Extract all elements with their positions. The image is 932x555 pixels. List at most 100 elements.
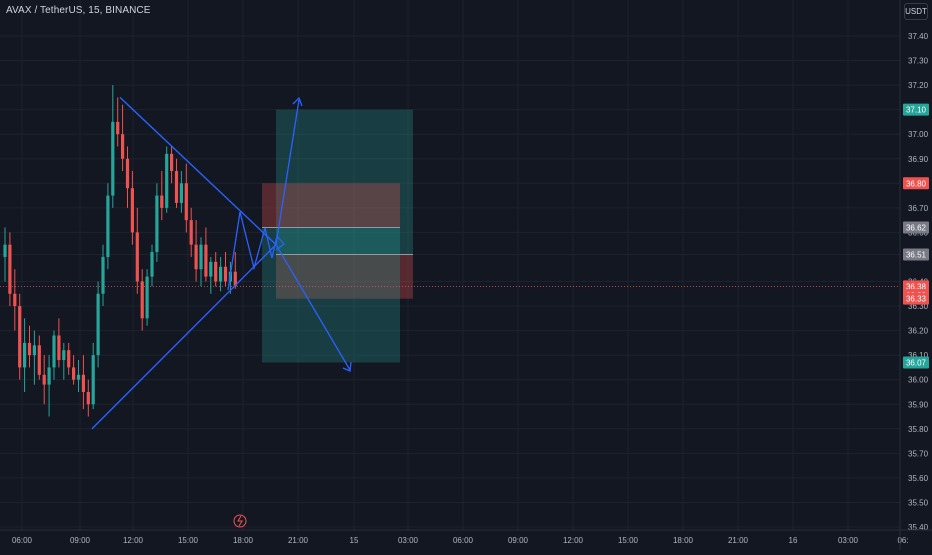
candle-body[interactable] [72, 367, 76, 380]
candle-body[interactable] [135, 232, 139, 282]
price-label-text: 36.51 [906, 250, 927, 259]
y-axis-tick-label: 35.70 [908, 449, 929, 458]
x-axis-tick-label: 06:00 [453, 536, 474, 545]
candle-body[interactable] [155, 195, 159, 253]
x-axis-tick-label: 03:00 [398, 536, 419, 545]
y-axis-tick-label: 37.20 [908, 81, 929, 90]
price-label-target [903, 356, 929, 369]
price-label-entry [903, 248, 929, 261]
candle-body[interactable] [219, 266, 223, 282]
candle-body[interactable] [209, 261, 213, 277]
candle-body[interactable] [62, 350, 66, 361]
x-axis-tick-label: 21:00 [728, 536, 749, 545]
candle-body[interactable] [13, 293, 17, 307]
candle-body[interactable] [106, 195, 110, 257]
candle-body[interactable] [174, 171, 179, 203]
y-axis-tick-label: 35.50 [908, 498, 929, 507]
candle-body[interactable] [233, 271, 237, 287]
candle-body[interactable] [32, 345, 36, 356]
currency-button[interactable]: USDT [904, 3, 928, 20]
candle-body[interactable] [91, 355, 95, 405]
candle-body[interactable] [214, 261, 218, 282]
x-axis-tick-label: 03:00 [838, 536, 859, 545]
y-axis-tick-label: 37.40 [908, 32, 929, 41]
candle-body[interactable] [199, 244, 203, 270]
short-target-zone[interactable] [262, 227, 400, 363]
arrowhead-up [292, 96, 303, 107]
x-axis-tick-label: 18:00 [673, 536, 694, 545]
breakout-up-arrow[interactable] [275, 99, 300, 245]
candle-body[interactable] [189, 220, 193, 245]
price-label-text: 36.33 [906, 295, 927, 304]
zigzag-path[interactable] [227, 211, 285, 291]
candle-body[interactable] [125, 158, 130, 189]
candle-body[interactable] [52, 335, 56, 368]
candle-body[interactable] [37, 345, 41, 375]
x-axis-tick-label: 06: [897, 536, 908, 545]
candle-body[interactable] [96, 293, 100, 356]
candle-body[interactable] [3, 244, 7, 257]
x-axis-tick-label: 09:00 [70, 536, 91, 545]
candle-body[interactable] [47, 367, 51, 385]
breakdown-down-arrow[interactable] [275, 244, 351, 371]
candle-body[interactable] [130, 188, 134, 233]
candle-body[interactable] [170, 153, 174, 172]
x-axis-tick-label: 09:00 [508, 536, 529, 545]
candle-body[interactable] [121, 134, 125, 159]
candle-body[interactable] [67, 350, 71, 368]
candle-body[interactable] [57, 335, 61, 361]
y-axis-tick-label: 37.30 [908, 57, 929, 66]
stop-zone-lower[interactable] [276, 254, 413, 299]
lightning-bolt-glyph [237, 515, 243, 527]
price-label-text: 36.62 [906, 223, 927, 232]
x-axis-tick-label: 18:00 [233, 536, 254, 545]
triangle-lower-line[interactable] [91, 244, 277, 430]
candle-body[interactable] [179, 183, 183, 203]
candle-body[interactable] [165, 153, 169, 208]
candle-body[interactable] [194, 244, 198, 270]
candle-body[interactable] [184, 183, 188, 221]
candle-body[interactable] [116, 121, 120, 135]
x-axis-tick-label: 15:00 [178, 536, 199, 545]
candle-body[interactable] [86, 391, 90, 405]
x-axis-tick-label: 12:00 [123, 536, 144, 545]
y-axis-tick-label: 36.70 [908, 204, 929, 213]
symbol-title: AVAX / TetherUS, 15, BINANCE [6, 5, 151, 16]
candle-body[interactable] [42, 374, 46, 385]
candle-body[interactable] [81, 374, 85, 392]
candle-body[interactable] [140, 281, 144, 319]
y-axis-tick-label: 36.30 [908, 302, 929, 311]
x-axis-tick-label: 21:00 [288, 536, 309, 545]
x-axis-tick-label: 06:00 [12, 536, 33, 545]
candle-body[interactable] [111, 121, 115, 196]
candle-body[interactable] [150, 252, 154, 277]
triangle-upper-line[interactable] [119, 96, 277, 246]
y-axis-tick-label: 36.20 [908, 327, 929, 336]
arrowhead-down [342, 361, 352, 372]
lightning-icon[interactable] [233, 514, 247, 528]
candle-body[interactable] [8, 244, 12, 294]
long-target-zone[interactable] [276, 109, 413, 255]
candle-body[interactable] [23, 342, 27, 368]
y-axis-tick-label: 36.00 [908, 376, 929, 385]
price-label-text: 36.38 [906, 282, 927, 291]
y-axis-tick-label: 36.90 [908, 155, 929, 164]
x-axis-tick-label: 16 [789, 536, 798, 545]
price-label-target [903, 103, 929, 116]
x-axis-tick-label: 15 [350, 536, 359, 545]
candle-body[interactable] [76, 374, 81, 380]
price-label-text: 36.80 [906, 179, 927, 188]
y-axis-tick-label: 37.00 [908, 130, 929, 139]
y-axis-tick-label: 36.10 [908, 351, 929, 360]
candle-body[interactable] [18, 306, 22, 368]
candle-body[interactable] [101, 256, 105, 294]
candle-body[interactable] [204, 244, 208, 277]
candle-body[interactable] [145, 276, 149, 319]
x-axis-tick-label: 15:00 [618, 536, 639, 545]
y-axis-tick-label: 35.40 [908, 523, 929, 532]
candle-body[interactable] [27, 342, 32, 356]
candle-body[interactable] [160, 195, 164, 208]
candle-body[interactable] [223, 266, 228, 282]
